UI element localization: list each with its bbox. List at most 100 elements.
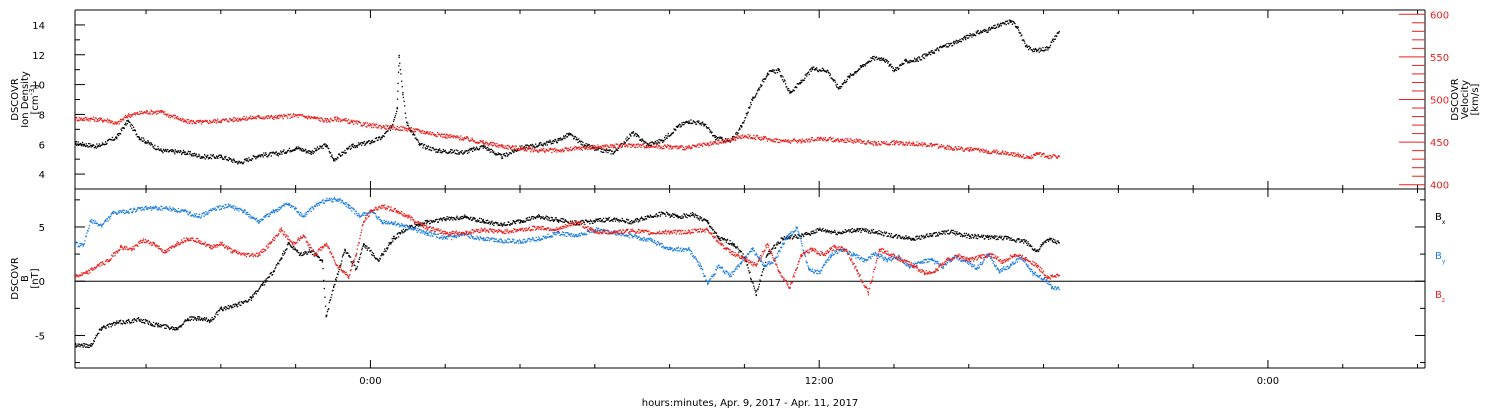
data-point — [503, 145, 505, 147]
data-point — [622, 143, 624, 145]
data-point — [453, 218, 456, 220]
data-point — [703, 123, 705, 125]
data-point — [257, 115, 259, 117]
data-point — [371, 251, 373, 254]
data-point — [550, 148, 552, 150]
data-point — [116, 134, 119, 136]
data-point — [99, 328, 101, 330]
data-point — [285, 249, 287, 251]
data-point — [153, 325, 155, 327]
data-point — [538, 149, 541, 152]
data-point — [566, 220, 568, 223]
data-point — [534, 217, 536, 219]
data-point — [589, 148, 591, 150]
data-point — [446, 216, 448, 218]
data-point — [948, 233, 951, 235]
data-point — [887, 61, 889, 63]
data-point — [558, 221, 560, 223]
data-point — [76, 117, 78, 119]
data-point — [1014, 22, 1016, 25]
data-point — [946, 42, 948, 45]
data-point — [457, 217, 459, 219]
data-point — [586, 144, 588, 147]
data-point — [537, 216, 539, 218]
data-point — [617, 219, 620, 221]
data-point — [546, 144, 549, 146]
data-point — [310, 151, 312, 154]
data-point — [358, 261, 360, 263]
data-point — [483, 146, 486, 148]
data-point — [970, 237, 972, 239]
data-point — [423, 223, 425, 225]
data-point — [431, 221, 433, 224]
data-point — [432, 220, 435, 222]
data-point — [1056, 157, 1058, 159]
data-point — [1048, 47, 1050, 49]
data-point — [749, 106, 751, 108]
data-point — [487, 149, 489, 151]
data-point — [247, 300, 249, 302]
data-point — [88, 145, 90, 148]
data-point — [205, 155, 207, 157]
data-point — [93, 144, 95, 146]
data-point — [553, 140, 555, 142]
data-point — [108, 119, 110, 121]
data-point — [1008, 19, 1010, 21]
data-point — [1021, 34, 1023, 36]
data-point — [131, 319, 133, 322]
data-point — [960, 233, 962, 235]
data-point — [436, 218, 438, 221]
data-point — [938, 47, 941, 49]
data-point — [667, 135, 669, 137]
data-point — [228, 118, 231, 120]
data-point — [199, 155, 201, 157]
data-point — [824, 230, 826, 232]
data-point — [455, 149, 458, 151]
data-point — [331, 156, 334, 158]
data-point — [1054, 155, 1057, 157]
data-point — [852, 139, 854, 142]
data-point — [1015, 153, 1017, 156]
data-point — [648, 143, 650, 145]
data-point — [797, 234, 799, 236]
data-point — [1005, 24, 1007, 26]
data-point — [1047, 47, 1049, 49]
data-point — [771, 139, 774, 141]
data-point — [528, 147, 530, 149]
data-point — [104, 141, 107, 143]
data-point — [478, 142, 481, 144]
data-point — [831, 231, 833, 233]
data-point — [1004, 153, 1006, 155]
data-point — [563, 221, 565, 223]
data-point — [182, 323, 185, 325]
data-point — [698, 219, 701, 221]
data-point — [1003, 153, 1005, 155]
data-point — [433, 133, 435, 135]
data-point — [946, 230, 948, 232]
data-point — [205, 317, 208, 319]
data-point — [781, 79, 784, 81]
data-point — [789, 238, 791, 240]
data-point — [617, 149, 619, 152]
data-point — [450, 218, 452, 220]
data-point — [405, 228, 407, 231]
data-point — [223, 119, 225, 121]
data-point — [558, 137, 560, 140]
data-point — [126, 120, 128, 122]
data-point — [409, 225, 411, 227]
data-point — [547, 141, 549, 144]
data-point — [374, 256, 376, 259]
data-point — [97, 145, 99, 148]
data-point — [179, 325, 181, 327]
data-point — [645, 218, 648, 220]
data-point — [889, 144, 891, 146]
data-point — [813, 66, 815, 68]
data-point — [904, 144, 906, 146]
data-point — [356, 266, 358, 268]
data-point — [242, 163, 244, 165]
data-point — [1036, 50, 1038, 52]
data-point — [849, 230, 851, 232]
data-point — [804, 74, 807, 76]
data-point — [136, 320, 138, 322]
data-point — [788, 236, 790, 238]
